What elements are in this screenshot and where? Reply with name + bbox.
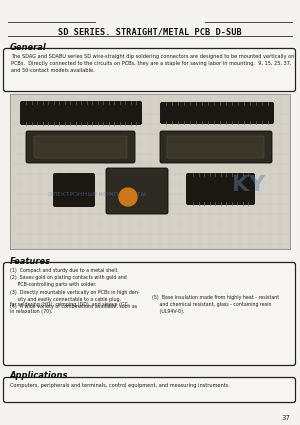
FancyBboxPatch shape: [187, 173, 254, 204]
Text: General: General: [10, 43, 47, 52]
FancyBboxPatch shape: [160, 102, 274, 124]
FancyBboxPatch shape: [10, 94, 290, 249]
Text: The SDAG and SDABU series SD wire-straight dip soldering connectors are designed: The SDAG and SDABU series SD wire-straig…: [11, 54, 294, 74]
FancyBboxPatch shape: [4, 377, 296, 402]
Text: ЭЛЕКТРОННЫЕ КОМПОНЕНТЫ: ЭЛЕКТРОННЫЕ КОМПОНЕНТЫ: [48, 192, 146, 197]
Text: Features: Features: [10, 257, 51, 266]
Text: SD SERIES. STRAIGHT/METAL PCB D-SUB: SD SERIES. STRAIGHT/METAL PCB D-SUB: [58, 27, 242, 36]
Text: Applications: Applications: [10, 371, 68, 380]
Text: KY: KY: [232, 175, 265, 195]
FancyBboxPatch shape: [4, 263, 296, 366]
Text: 37: 37: [281, 415, 290, 421]
FancyBboxPatch shape: [4, 48, 296, 91]
Text: for soldering (HQ), crimping (DD), and sleeve (GC
in relaxation (70).: for soldering (HQ), crimping (DD), and s…: [10, 302, 128, 314]
FancyBboxPatch shape: [26, 131, 135, 163]
FancyBboxPatch shape: [20, 102, 142, 125]
Text: (5)  Base insulation made from highly heat - resistant
     and chemical resista: (5) Base insulation made from highly hea…: [152, 295, 279, 314]
FancyBboxPatch shape: [106, 168, 168, 214]
Circle shape: [119, 188, 137, 206]
Text: (1)  Compact and sturdy due to a metal shell.
(2)  Saves gold on plating contact: (1) Compact and sturdy due to a metal sh…: [10, 268, 140, 309]
FancyBboxPatch shape: [167, 136, 264, 158]
Text: Computers, peripherals and terminals, control equipment, and measuring instrumen: Computers, peripherals and terminals, co…: [10, 383, 230, 388]
FancyBboxPatch shape: [53, 173, 94, 207]
FancyBboxPatch shape: [34, 136, 127, 158]
FancyBboxPatch shape: [160, 131, 272, 163]
